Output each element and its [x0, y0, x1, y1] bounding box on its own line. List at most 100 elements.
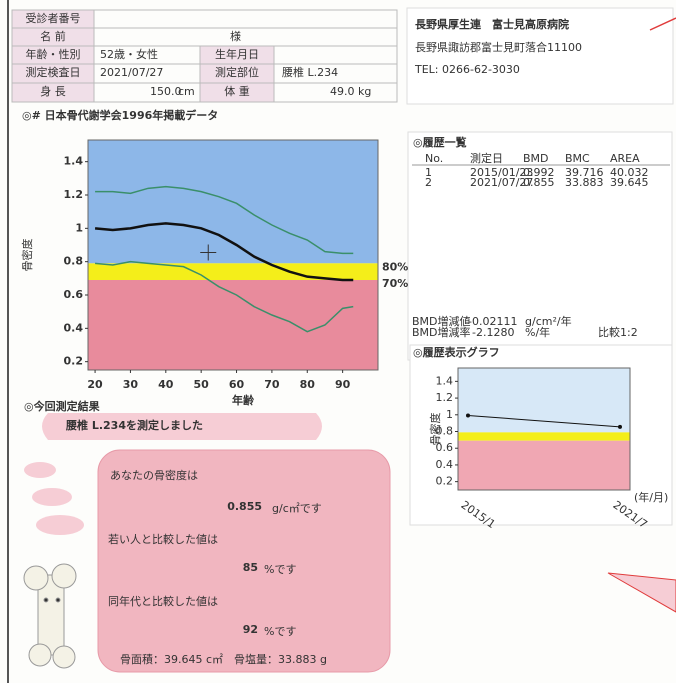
band	[458, 368, 630, 433]
value: 150.0	[150, 85, 182, 98]
hospital-box	[406, 7, 674, 105]
label: 受診者番号	[26, 11, 81, 25]
table-header: BMC	[565, 152, 590, 165]
label: 身 長	[40, 84, 66, 98]
x-tick-label: 90	[335, 378, 351, 391]
table-cell: 39.716	[565, 166, 604, 179]
label: 体 重	[224, 84, 250, 98]
point	[618, 424, 622, 429]
y-tick-label: 0.2	[64, 355, 84, 368]
x-axis-label: 年齢	[232, 393, 255, 407]
unit: %/年	[525, 325, 550, 339]
x-tick-label: 60	[229, 378, 245, 391]
series-line	[467, 414, 621, 428]
band	[88, 280, 378, 370]
label: 年齢・性別	[26, 47, 81, 61]
history-box	[407, 131, 673, 361]
section-title: ◎履歴一覧	[413, 135, 467, 149]
label: 若い人と比較した値は	[108, 532, 218, 546]
x-tick-label: 80	[300, 378, 316, 391]
band-label: 70%	[382, 277, 408, 290]
name-suffix: 様	[230, 29, 241, 43]
value: -0.02111	[468, 315, 517, 328]
unit: cm	[178, 85, 195, 98]
band	[88, 263, 378, 280]
result-box	[97, 449, 391, 673]
result-banner	[42, 413, 322, 440]
table-cell: 33.883	[565, 176, 604, 189]
y-tick-label: 1.4	[64, 155, 84, 168]
bmd-value: 0.855	[227, 500, 262, 513]
young-value: 85	[243, 561, 258, 574]
unit: g/cm²/年	[525, 314, 572, 328]
label: 生年月日	[215, 47, 259, 61]
y-axis-label: 骨密度	[20, 239, 34, 272]
x-tick-label: 50	[194, 378, 210, 391]
value: 腰椎 L.234	[282, 65, 338, 79]
plot-frame	[87, 139, 379, 371]
table-cell: 0.855	[523, 176, 555, 189]
label: 測定検査日	[26, 65, 81, 79]
y-axis-label: 骨密度	[428, 413, 442, 446]
band	[458, 432, 630, 441]
chart-title: ◎履歴表示グラフ	[413, 345, 500, 359]
y-tick-label: 0.4	[64, 321, 84, 334]
table-header: AREA	[610, 152, 640, 165]
label: 測定部位	[215, 65, 259, 79]
annotation-arrow	[649, 17, 676, 31]
table-header: 測定日	[470, 151, 503, 165]
label: BMD増減値	[412, 314, 471, 328]
value: 49.0	[330, 85, 355, 98]
compare: 比較1:2	[598, 325, 638, 339]
y-tick-label: 0.8	[436, 425, 454, 438]
series-line	[94, 222, 354, 282]
section-title: ◎今回測定結果	[24, 399, 100, 413]
hospital-tel: TEL: 0266-62-3030	[414, 63, 520, 76]
y-tick-label: 1	[75, 221, 83, 234]
y-tick-label: 0.6	[64, 288, 84, 301]
table-header: BMD	[523, 152, 549, 165]
table-cell: 39.645	[610, 176, 649, 189]
patient-table	[11, 9, 398, 103]
bone-character	[23, 462, 84, 669]
series-line	[95, 260, 354, 333]
hospital-name: 長野県厚生連 富士見高原病院	[415, 17, 569, 31]
unit: %です	[264, 625, 296, 638]
table-header: No.	[425, 152, 443, 165]
value: -2.1280	[472, 326, 514, 339]
label: 同年代と比較した値は	[108, 594, 218, 608]
y-tick-label: 1.2	[436, 391, 454, 404]
table-cell: 2	[425, 176, 432, 189]
y-tick-label: 0.6	[436, 441, 454, 454]
current-marker	[200, 244, 217, 261]
x-tick-label: 20	[87, 378, 103, 391]
table-cell: 2021/07/27	[470, 176, 533, 189]
unit: kg	[358, 85, 371, 98]
plot-frame	[457, 367, 631, 491]
unit: %です	[264, 563, 296, 576]
y-tick-label: 0.2	[436, 475, 454, 488]
footer: 骨面積：39.645 c㎡ 骨塩量：33.883 g	[120, 652, 327, 666]
band-label: 80%	[382, 260, 408, 273]
band	[458, 440, 630, 490]
value: 2021/07/27	[100, 66, 163, 79]
value: 52歳・女性	[100, 47, 158, 61]
table-cell: 0.992	[523, 166, 555, 179]
y-tick-label: 0.8	[64, 255, 84, 268]
y-tick-label: 0.4	[436, 458, 454, 471]
unit: g/c㎡です	[272, 502, 322, 515]
label: BMD増減率	[412, 325, 471, 339]
x-axis-label: (年/月)	[634, 490, 668, 504]
hospital-address: 長野県諏訪郡富士見町落合11100	[415, 40, 582, 54]
table-cell: 40.032	[610, 166, 649, 179]
x-tick-label: 30	[123, 378, 139, 391]
table-cell: 2015/01/23	[470, 166, 533, 179]
label: あなたの骨密度は	[110, 468, 198, 482]
chart-title: ◎# 日本骨代謝学会1996年掲載データ	[22, 108, 218, 122]
banner-text: 腰椎 L.234を測定しました	[65, 418, 203, 432]
annotation-callout	[607, 572, 676, 613]
x-tick-label: 40	[158, 378, 174, 391]
x-tick-label: 70	[264, 378, 280, 391]
